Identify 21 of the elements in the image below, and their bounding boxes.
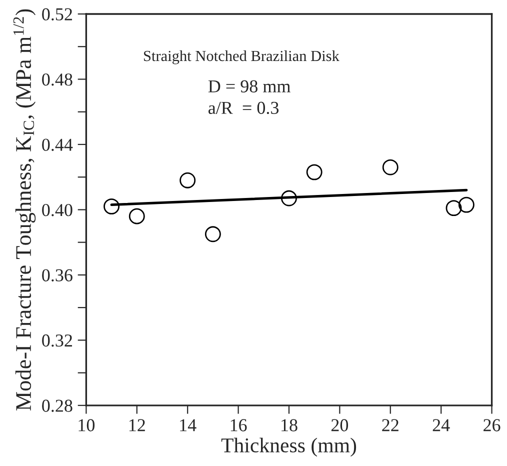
- x-tick-label: 10: [78, 419, 95, 432]
- x-tick-label: 16: [230, 419, 247, 432]
- x-tick-label: 22: [382, 419, 398, 432]
- x-tick-label: 24: [432, 419, 450, 432]
- y-tick-label: 0.48: [42, 73, 72, 86]
- annotation: D = 98 mm: [208, 80, 290, 92]
- x-tick-label: 14: [180, 419, 196, 432]
- y-axis-title: Mode-I Fracture Toughness, K$_{IC}$, (MPa m$^{1/2}$): [13, 9, 36, 411]
- y-tick-label: 0.40: [42, 204, 72, 216]
- y-tick-label: 0.44: [42, 138, 73, 151]
- y-tick-label: 0.36: [42, 269, 72, 282]
- x-tick-label: 20: [331, 419, 348, 432]
- y-tick-label: 0.32: [42, 334, 72, 347]
- x-tick-label: 18: [282, 419, 298, 432]
- y-tick-label: 0.52: [42, 8, 72, 20]
- annotation: Straight Notched Brazilian Disk: [144, 50, 340, 64]
- x-axis-title: Thickness (mm): [221, 438, 356, 457]
- x-tick-label: 26: [484, 419, 500, 432]
- x-tick-label: 12: [129, 419, 145, 432]
- annotation: a/R = 0.3: [208, 102, 279, 114]
- y-tick-label: 0.28: [42, 400, 72, 412]
